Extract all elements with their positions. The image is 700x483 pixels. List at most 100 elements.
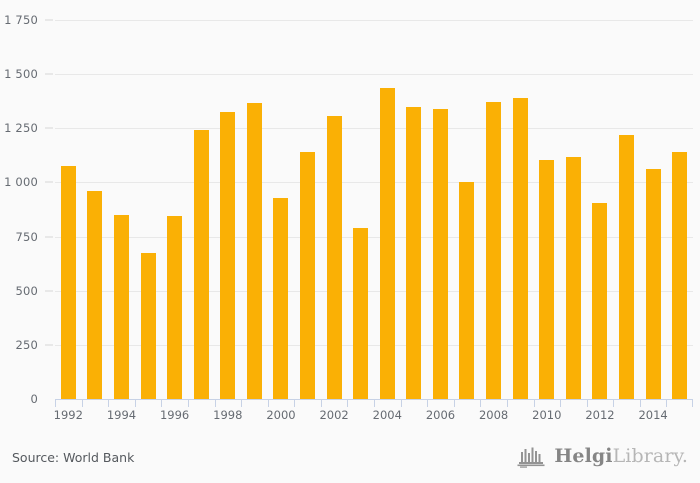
bar[interactable] xyxy=(672,152,688,399)
x-axis-tick-mark xyxy=(81,399,83,407)
bar[interactable] xyxy=(140,253,156,399)
bar[interactable] xyxy=(459,182,475,399)
y-axis-tick-mark xyxy=(45,127,53,129)
bar-slot xyxy=(161,20,188,399)
y-axis: 0 250 500 750 1 000 1 250 1 500 1 750 xyxy=(0,0,55,420)
bar[interactable] xyxy=(406,107,422,399)
y-axis-tick-label: 1 250 xyxy=(4,121,38,136)
x-axis-tick-mark xyxy=(480,399,482,407)
x-axis-tick-mark xyxy=(187,399,189,407)
gridline xyxy=(55,182,693,184)
x-axis-tick-mark xyxy=(374,399,375,407)
bar[interactable] xyxy=(220,112,236,399)
bar[interactable] xyxy=(60,165,76,399)
x-axis-tick-label: 1996 xyxy=(159,408,190,422)
x-axis-tick-mark xyxy=(214,399,216,407)
logo-brand: Helgi xyxy=(554,445,613,467)
gridline xyxy=(55,74,693,76)
bar[interactable] xyxy=(87,190,103,399)
bar-slot xyxy=(454,20,481,399)
x-axis-tick-mark xyxy=(506,399,508,407)
x-axis-tick-mark xyxy=(241,399,243,407)
x-axis-tick-mark xyxy=(161,399,163,407)
bar[interactable] xyxy=(592,203,608,399)
x-axis-tick-label: 1998 xyxy=(213,408,243,422)
bar[interactable] xyxy=(565,156,581,399)
bar-slot xyxy=(188,20,215,399)
logo-suffix: Library. xyxy=(612,445,688,467)
y-axis-tick-mark xyxy=(45,19,53,21)
bar-slot xyxy=(533,20,560,399)
bar[interactable] xyxy=(353,227,369,399)
source-label: Source: World Bank xyxy=(12,450,135,465)
bar-slot xyxy=(108,20,135,399)
x-axis-tick-label: 2010 xyxy=(532,408,562,422)
x-axis-tick-label: 2004 xyxy=(372,408,402,422)
bar[interactable] xyxy=(167,216,183,399)
bar-slot xyxy=(268,20,295,399)
x-axis-ticks xyxy=(55,399,693,407)
bar[interactable] xyxy=(432,109,448,399)
gridline xyxy=(55,20,693,21)
y-axis-tick-label: 500 xyxy=(15,283,38,298)
x-axis-tick-label: 2008 xyxy=(478,408,509,422)
bar[interactable] xyxy=(379,87,395,399)
bar-slot xyxy=(374,20,401,399)
bar-slot xyxy=(666,20,693,399)
y-axis-tick-mark xyxy=(45,344,53,346)
bar[interactable] xyxy=(645,169,661,399)
x-axis-tick-label: 1992 xyxy=(53,408,83,422)
logo-wordmark: HelgiLibrary. xyxy=(554,445,688,467)
bar[interactable] xyxy=(193,130,209,399)
y-axis-tick-label: 1 750 xyxy=(4,13,38,27)
x-axis-tick-mark xyxy=(108,399,110,407)
bar[interactable] xyxy=(299,152,315,399)
y-axis-tick-mark xyxy=(45,73,53,75)
y-axis-tick-label: 1 000 xyxy=(4,175,38,190)
x-axis-tick-mark xyxy=(294,399,296,407)
bar-series xyxy=(55,20,693,399)
bar-slot xyxy=(241,20,268,399)
y-axis-tick-label: 250 xyxy=(15,337,38,352)
y-axis-tick-label: 1 500 xyxy=(4,67,38,82)
bar-slot xyxy=(427,20,454,399)
x-axis: 1992 1994 1996 1998 2000 2002 2004 2006 2008 2010… xyxy=(53,399,693,429)
x-axis-tick-mark xyxy=(666,399,668,407)
bar[interactable] xyxy=(618,134,634,399)
x-axis-tick-mark xyxy=(55,399,56,407)
bar-slot xyxy=(135,20,162,399)
bar-slot xyxy=(321,20,348,399)
x-axis-tick-label: 2014 xyxy=(638,408,668,422)
chart-footer: Source: World Bank HelgiLibrary. xyxy=(0,432,700,483)
x-axis-tick-mark xyxy=(134,399,136,407)
bar-slot xyxy=(480,20,507,399)
y-axis-tick-label: 750 xyxy=(15,229,38,244)
y-axis-tick-mark xyxy=(45,181,53,183)
bar[interactable] xyxy=(326,116,342,399)
x-axis-tick-mark xyxy=(560,399,562,407)
bar[interactable] xyxy=(246,103,262,399)
bar[interactable] xyxy=(512,98,528,399)
bar-slot xyxy=(587,20,614,399)
x-axis-tick-label: 2012 xyxy=(585,408,615,422)
x-axis-tick-mark xyxy=(320,399,322,407)
plot-area xyxy=(55,20,693,400)
x-axis-tick-mark xyxy=(453,399,455,407)
x-axis-tick-mark xyxy=(267,399,269,407)
x-axis-tick-mark xyxy=(613,399,615,407)
bar-slot xyxy=(401,20,428,399)
bar[interactable] xyxy=(113,215,129,399)
x-axis-labels: 1992 1994 1996 1998 2000 2002 2004 2006 2008 2010… xyxy=(53,408,693,428)
x-axis-tick-mark xyxy=(639,399,641,407)
x-axis-tick-label: 1994 xyxy=(106,408,137,422)
library-building-icon xyxy=(517,447,545,468)
bar-slot xyxy=(507,20,534,399)
bar-slot xyxy=(214,20,241,399)
helgi-library-logo[interactable]: HelgiLibrary. xyxy=(517,444,688,468)
x-axis-tick-mark xyxy=(692,399,693,407)
bar[interactable] xyxy=(539,159,555,399)
bar[interactable] xyxy=(486,102,502,399)
x-axis-tick-mark xyxy=(586,399,588,407)
bar[interactable] xyxy=(273,197,289,399)
x-axis-tick-label: 2000 xyxy=(266,408,296,422)
